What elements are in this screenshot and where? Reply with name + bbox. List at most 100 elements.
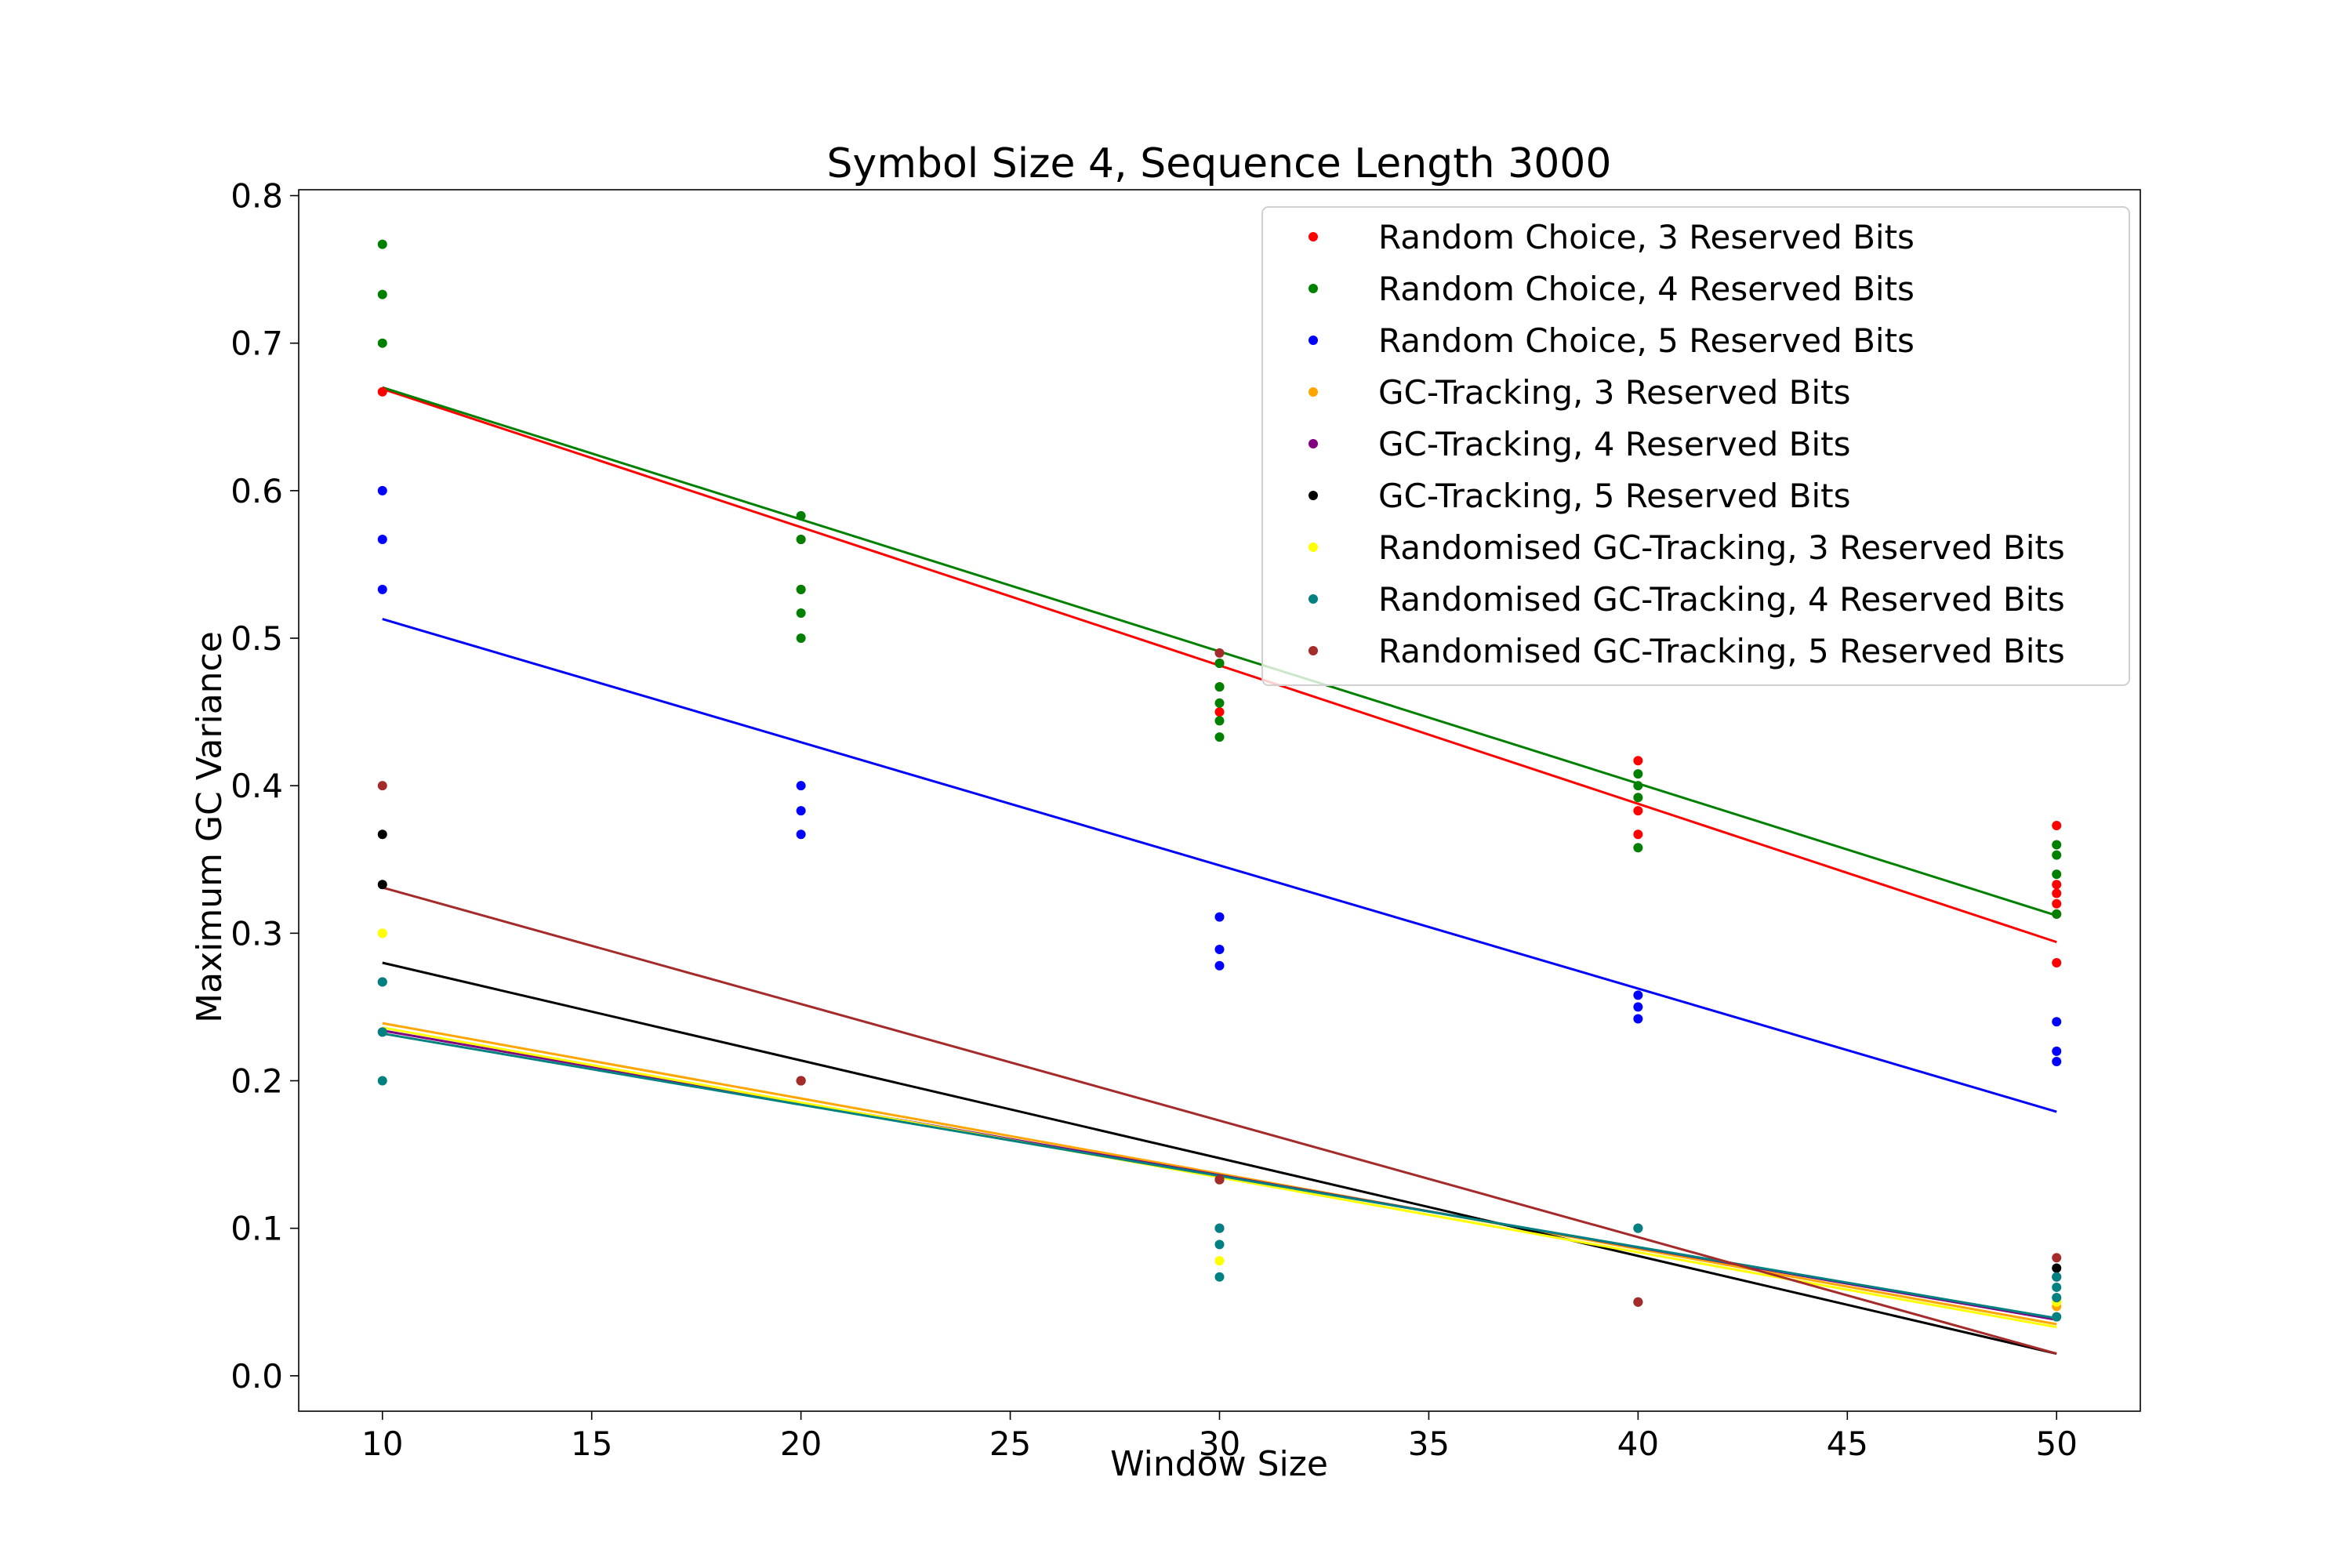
- y-tick-label-7: 0.6: [230, 472, 283, 510]
- point-s1-11: [2052, 880, 2062, 890]
- point-s3-12: [1633, 1014, 1643, 1024]
- point-s9-6: [2052, 1253, 2062, 1263]
- point-s3-10: [1633, 990, 1643, 1000]
- x-tick-label-2: 15: [571, 1425, 612, 1463]
- legend-label-2: Random Choice, 4 Reserved Bits: [1378, 270, 1915, 308]
- point-s7-1: [377, 928, 387, 938]
- x-tick-label-4: 25: [989, 1425, 1031, 1463]
- x-tick-label-8: 45: [1827, 1425, 1868, 1463]
- point-s2-12: [1214, 716, 1225, 726]
- point-s2-18: [2052, 840, 2062, 850]
- y-tick-label-3: 0.2: [230, 1062, 283, 1101]
- point-s8-5: [1214, 1240, 1225, 1250]
- point-s2-1: [377, 239, 387, 249]
- legend-marker-5: [1308, 439, 1318, 448]
- legend-marker-4: [1308, 387, 1318, 397]
- point-s1-8: [1633, 806, 1643, 816]
- point-s2-14: [1633, 769, 1643, 779]
- y-axis-label: Maximum GC Variance: [190, 631, 230, 1023]
- legend-label-8: Randomised GC-Tracking, 4 Reserved Bits: [1378, 580, 2065, 619]
- y-tick-label-8: 0.7: [230, 325, 283, 363]
- y-tick-label-1: 0.0: [230, 1357, 283, 1396]
- legend-label-5: GC-Tracking, 4 Reserved Bits: [1378, 425, 1850, 463]
- point-s2-10: [1214, 682, 1225, 692]
- point-s2-3: [377, 338, 387, 348]
- point-s3-2: [377, 534, 387, 544]
- point-s8-7: [1633, 1223, 1643, 1233]
- point-s2-7: [796, 608, 806, 619]
- point-s2-11: [1214, 698, 1225, 708]
- point-s3-4: [796, 781, 806, 791]
- point-s8-2: [377, 1027, 387, 1037]
- y-tick-label-2: 0.1: [230, 1210, 283, 1248]
- point-s2-8: [796, 633, 806, 644]
- point-s9-4: [1214, 648, 1225, 658]
- axes: 10 15 20 25 30 35 40 45 50 0.0 0.1 0.2 0.3 0.4 0.5 0.6 0…: [230, 177, 2141, 1463]
- point-s9-3: [1214, 1174, 1225, 1185]
- point-s8-4: [1214, 1223, 1225, 1233]
- y-tick-label-5: 0.4: [230, 767, 283, 805]
- point-s1-13: [2052, 898, 2062, 909]
- point-s3-1: [377, 485, 387, 495]
- fit-line-4: [382, 1022, 2057, 1326]
- point-s1-10: [2052, 820, 2062, 830]
- point-s2-17: [1633, 843, 1643, 853]
- point-s2-13: [1214, 732, 1225, 742]
- point-s7-2: [1214, 1256, 1225, 1266]
- legend-label-7: Randomised GC-Tracking, 3 Reserved Bits: [1378, 528, 2065, 567]
- point-s8-8: [2052, 1272, 2062, 1282]
- legend-label-6: GC-Tracking, 5 Reserved Bits: [1378, 477, 1850, 515]
- point-s8-3: [377, 1076, 387, 1086]
- x-tick-label-5: 30: [1199, 1425, 1240, 1463]
- point-s2-19: [2052, 850, 2062, 860]
- point-s2-5: [796, 534, 806, 544]
- point-s2-16: [1633, 793, 1643, 803]
- point-s8-1: [377, 977, 387, 987]
- chart-title: Symbol Size 4, Sequence Length 3000: [827, 140, 1612, 187]
- fit-line-6: [382, 961, 2057, 1356]
- point-s1-7: [1633, 756, 1643, 766]
- point-s9-1: [377, 781, 387, 791]
- x-tick-label-3: 20: [780, 1425, 822, 1463]
- point-s1-12: [2052, 888, 2062, 898]
- point-s6-2: [377, 880, 387, 890]
- scatter-points: [377, 239, 2062, 1322]
- point-s1-6: [1214, 707, 1225, 717]
- point-s9-5: [1633, 1297, 1643, 1307]
- point-s1-9: [1633, 829, 1643, 840]
- x-tick-label-6: 35: [1408, 1425, 1450, 1463]
- point-s8-11: [2052, 1312, 2062, 1322]
- point-s3-7: [1214, 912, 1225, 922]
- point-s3-3: [377, 584, 387, 594]
- x-tick-label-1: 10: [361, 1425, 403, 1463]
- point-s8-6: [1214, 1272, 1225, 1282]
- point-s3-11: [1633, 1002, 1643, 1012]
- point-s3-14: [2052, 1046, 2062, 1056]
- point-s3-9: [1214, 960, 1225, 971]
- legend-marker-3: [1308, 336, 1318, 345]
- point-s2-21: [2052, 909, 2062, 919]
- point-s3-5: [796, 806, 806, 816]
- x-axis-label: Window Size: [1110, 1444, 1328, 1484]
- point-s2-2: [377, 289, 387, 299]
- legend-label-9: Randomised GC-Tracking, 5 Reserved Bits: [1378, 632, 2065, 670]
- point-s3-8: [1214, 945, 1225, 955]
- legend-label-3: Random Choice, 5 Reserved Bits: [1378, 321, 1915, 360]
- point-s3-6: [796, 829, 806, 840]
- point-s3-15: [2052, 1057, 2062, 1067]
- point-s2-20: [2052, 869, 2062, 880]
- x-tick-label-9: 50: [2036, 1425, 2078, 1463]
- fit-line-3: [382, 618, 2057, 1113]
- legend-marker-8: [1308, 594, 1318, 604]
- legend-box: [1261, 206, 2130, 686]
- point-s6-1: [377, 829, 387, 840]
- point-s2-4: [796, 510, 806, 521]
- point-s2-6: [796, 584, 806, 594]
- point-s8-10: [2052, 1293, 2062, 1303]
- point-s3-13: [2052, 1017, 2062, 1027]
- legend-marker-6: [1308, 491, 1318, 500]
- y-tick-label-6: 0.5: [230, 619, 283, 658]
- point-s6-6: [2052, 1263, 2062, 1273]
- legend-marker-9: [1308, 646, 1318, 655]
